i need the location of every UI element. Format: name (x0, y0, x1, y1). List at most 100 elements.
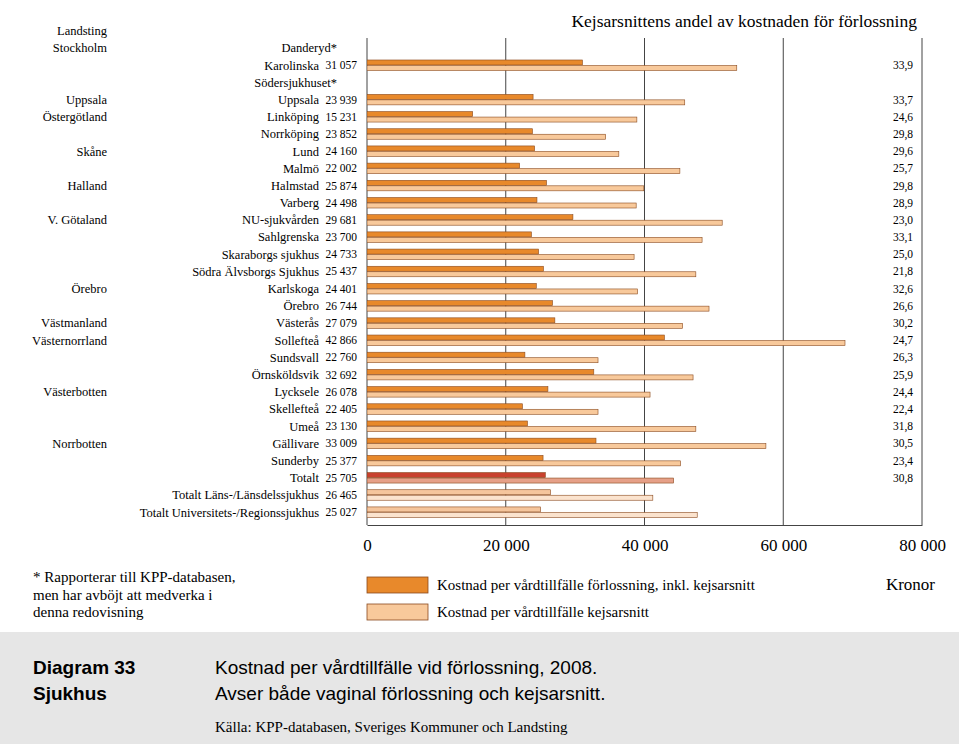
bar (367, 473, 545, 478)
bar (367, 65, 737, 70)
region-label: V. Götaland (48, 213, 108, 227)
share-label: 24,6 (893, 111, 913, 124)
data-label: 32 692 (325, 369, 357, 381)
subtitle: Avser både vaginal förlossning och kejsa… (215, 683, 605, 704)
category-label: Linköping (267, 110, 320, 124)
share-label: 25,9 (893, 369, 913, 382)
x-tick: 60 000 (760, 525, 807, 555)
bar (367, 94, 533, 99)
bar (367, 341, 845, 346)
x-tick: 0 (363, 525, 372, 555)
x-axis-title: Kronor (886, 575, 935, 594)
bar (367, 369, 594, 374)
bar (367, 272, 696, 277)
share-label: 22,4 (893, 403, 913, 416)
region-label: Stockholm (53, 41, 107, 55)
category-label: Örnsköldsvik (252, 368, 320, 382)
data-label: 24 733 (325, 248, 357, 260)
category-label: Södra Älvsborgs Sjukhus (192, 265, 319, 279)
x-tick-label: 0 (363, 536, 372, 555)
region-label: Uppsala (66, 93, 107, 107)
share-label: 30,2 (893, 317, 913, 330)
category-label: Totalt Universitets-/Regionssjukhus (140, 506, 319, 520)
bar (367, 421, 527, 426)
bar (367, 134, 606, 139)
bar (367, 283, 536, 288)
grid (367, 38, 922, 525)
data-label: 25 437 (325, 265, 357, 277)
region-label: Västmanland (41, 316, 108, 330)
category-label: Skellefteå (269, 402, 319, 416)
share-label: 25,0 (893, 248, 913, 261)
region-label: Västerbotten (43, 385, 108, 399)
share-label: 23,0 (893, 214, 913, 227)
category-label: Malmö (283, 162, 319, 176)
bar (367, 461, 681, 466)
bar (367, 129, 532, 134)
share-label: 23,4 (893, 455, 913, 468)
bar (367, 117, 637, 122)
bar (367, 301, 553, 306)
data-label: 26 744 (325, 300, 357, 312)
category-label: Västerås (276, 316, 319, 330)
data-label: 22 002 (325, 162, 357, 174)
bar (367, 455, 543, 460)
bar (367, 232, 531, 237)
region-label: Västernorrland (32, 334, 108, 348)
x-tick-label: 40 000 (622, 536, 669, 555)
bar (367, 438, 596, 443)
share-label: 28,9 (893, 197, 913, 210)
x-tick-label: 20 000 (483, 536, 530, 555)
grid-line (505, 38, 506, 525)
data-label: 22 405 (325, 403, 357, 415)
data-label: 27 079 (325, 317, 357, 329)
category-label: Sahlgrenska (258, 230, 320, 244)
bar (367, 237, 702, 242)
bar (367, 266, 543, 271)
legend-swatch (367, 577, 428, 593)
bar (367, 186, 644, 191)
data-label: 24 160 (325, 145, 357, 157)
bar (367, 255, 634, 260)
share-label: 33,1 (893, 231, 913, 244)
bar (367, 478, 674, 483)
x-tick: 40 000 (622, 525, 669, 555)
legend-swatch (367, 604, 428, 620)
row-labels: LandstingStockholmDanderyd*Karolinska31 … (32, 24, 913, 519)
data-label: 26 465 (325, 489, 357, 501)
share-label: 24,7 (893, 334, 913, 347)
bar (367, 215, 573, 220)
bar (367, 495, 653, 500)
category-label: Halmstad (271, 179, 320, 193)
legend-label: Kostnad per vårdtillfälle kejsarsnitt (437, 604, 650, 620)
share-label: 29,8 (893, 128, 913, 141)
share-label: 32,6 (893, 283, 913, 296)
share-label: 31,8 (893, 420, 913, 433)
share-label: 33,7 (893, 94, 913, 107)
share-label: 29,8 (893, 180, 913, 193)
footnote: men har avböjt att medverka i (33, 587, 213, 603)
share-label: 26,3 (893, 351, 913, 364)
bar (367, 169, 680, 174)
category-label: Karlskoga (268, 282, 320, 296)
legend: Kostnad per vårdtillfälle förlossning, i… (367, 577, 756, 620)
category-label: Danderyd* (281, 41, 337, 55)
footnote: * Rapporterar till KPP-databasen, (33, 569, 235, 585)
x-tick: 80 000 (899, 525, 946, 555)
bar (367, 249, 539, 254)
data-label: 25 874 (325, 180, 357, 192)
category-label: Karolinska (264, 59, 319, 73)
category-label: Sollefteå (275, 334, 320, 348)
category-label: NU-sjukvården (242, 213, 320, 227)
grid-line (367, 38, 368, 525)
data-label: 29 681 (325, 214, 357, 226)
bar (367, 426, 696, 431)
legend-label: Kostnad per vårdtillfälle förlossning, i… (437, 577, 756, 593)
category-label: Uppsala (278, 93, 319, 107)
category-label: Skaraborgs sjukhus (222, 248, 319, 262)
category-label: Norrköping (261, 127, 320, 141)
footnote: denna redovisning (33, 604, 144, 620)
chart: 020 00040 00060 00080 000LandstingStockh… (0, 0, 959, 744)
bar (367, 220, 722, 225)
grid-line (922, 38, 923, 525)
